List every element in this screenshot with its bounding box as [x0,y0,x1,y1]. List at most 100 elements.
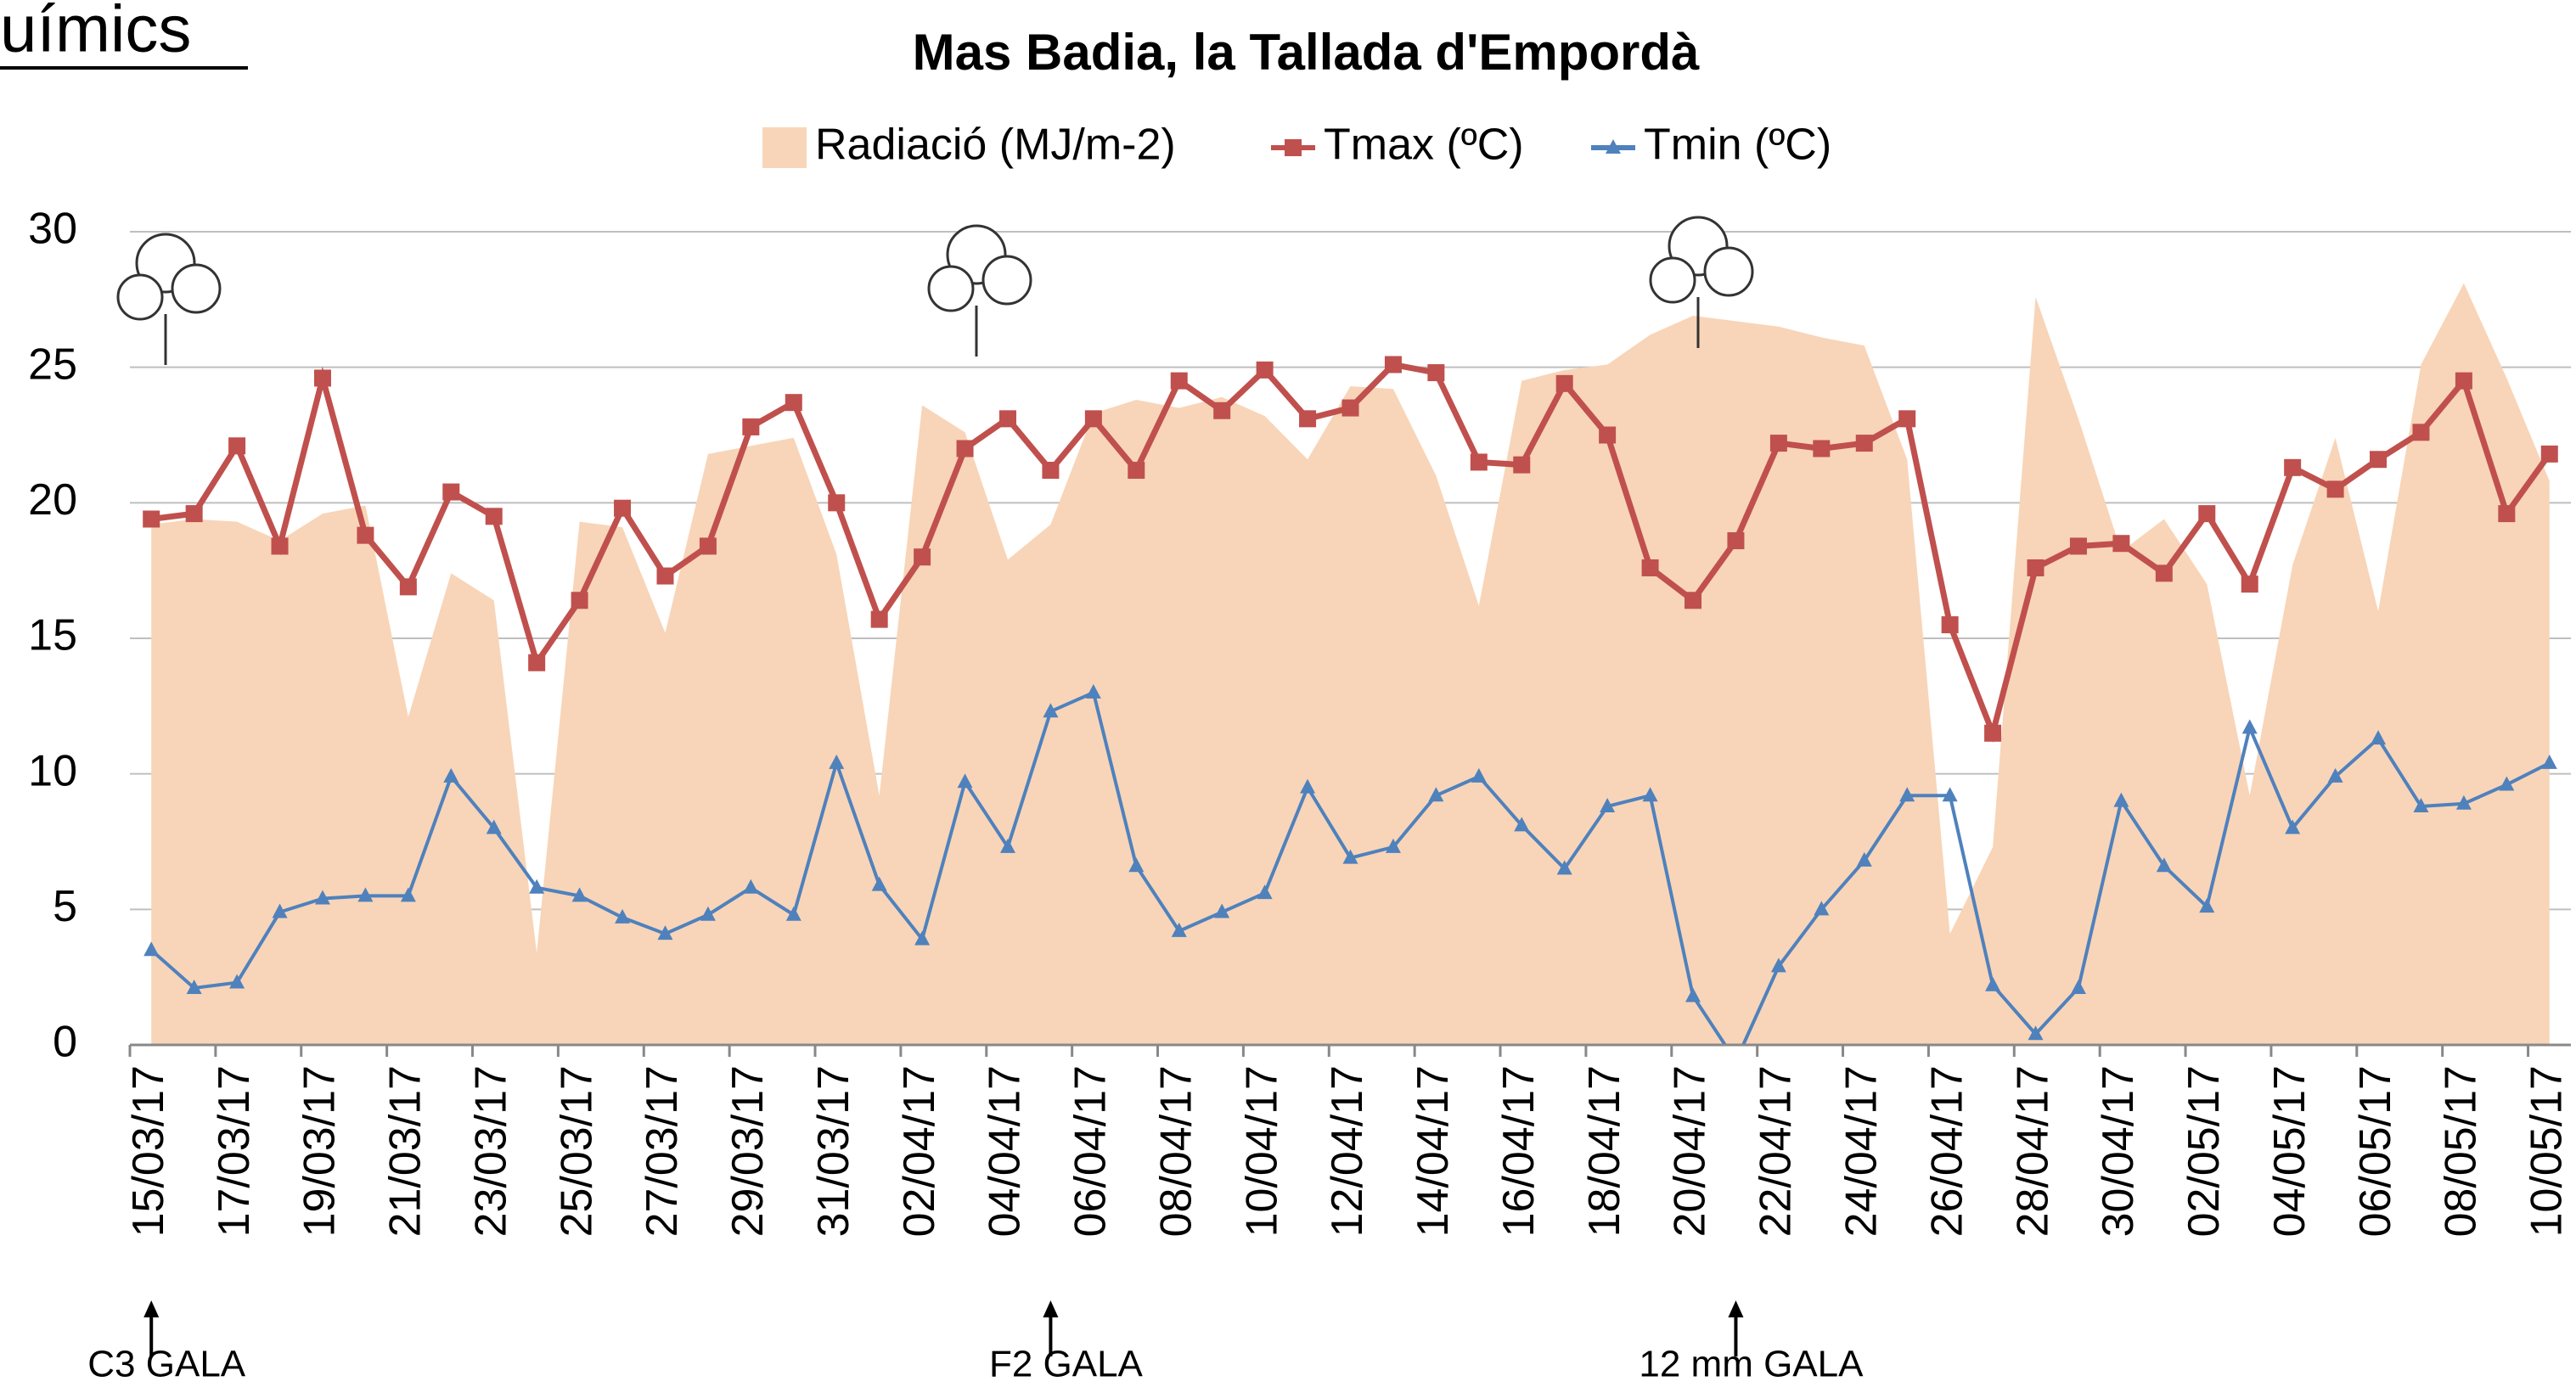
point-marker [2242,719,2258,733]
x-tick-label: 17/03/17 [210,1065,259,1237]
x-tick-label: 10/04/17 [1237,1065,1286,1237]
point-marker [1556,375,1573,392]
x-tick-label: 08/05/17 [2437,1065,2486,1237]
x-tick-label: 21/03/17 [381,1065,430,1237]
x-tick-label: 26/04/17 [1922,1065,1971,1237]
x-tick-label: 23/03/17 [466,1065,515,1237]
chart-title: Mas Badia, la Tallada d'Empordà [913,24,1700,81]
point-marker [1385,356,1402,373]
x-tick-label: 30/04/17 [2094,1065,2143,1237]
x-tick-label: 29/03/17 [723,1065,773,1237]
icon-part [118,275,162,319]
point-marker [1471,453,1488,470]
y-tick-label: 25 [28,340,77,389]
legend-label: Radiació (MJ/m-2) [815,121,1176,170]
point-marker [828,494,845,511]
point-marker [2241,576,2258,592]
point-marker [143,510,160,527]
point-marker [2412,424,2429,441]
point-marker [186,505,203,522]
point-marker [1342,400,1359,417]
x-tick-label: 15/03/17 [124,1065,173,1237]
point-marker [1942,616,1959,633]
x-tick-label: 24/04/17 [1836,1065,1886,1237]
point-marker [442,484,459,501]
point-marker [914,548,931,565]
y-tick-label: 10 [28,746,77,795]
page: uímics Mas Badia, la Tallada d'Empordà 0… [0,0,2576,1387]
x-tick-label: 16/04/17 [1494,1065,1544,1237]
x-tick-label: 12/04/17 [1323,1065,1372,1237]
point-marker [1813,440,1830,457]
icon-part [1705,248,1752,295]
point-marker [2284,459,2301,476]
point-marker [1984,725,2001,742]
point-marker [314,369,331,386]
point-marker [1042,462,1059,479]
legend-label: Tmin (ºC) [1644,121,1831,170]
x-tick-label: 04/04/17 [981,1065,1030,1237]
point-marker [2112,535,2129,552]
point-marker [1856,435,1873,452]
x-tick-label: 28/04/17 [2008,1065,2057,1237]
annotation-arrowhead [143,1300,159,1317]
x-tick-label: 10/05/17 [2523,1065,2572,1237]
point-marker [1898,410,1915,427]
legend-swatch [762,127,807,168]
point-marker [785,394,802,411]
point-marker [2070,537,2087,554]
point-marker [2370,451,2387,468]
x-tick-label: 02/05/17 [2179,1065,2229,1237]
icon-part [172,265,220,312]
point-marker [614,500,631,517]
point-marker [2156,564,2173,581]
icon-part [1651,258,1695,302]
x-tick-label: 25/03/17 [552,1065,601,1237]
point-marker [357,527,374,544]
point-marker [1727,532,1744,549]
point-marker [1257,362,1274,379]
point-marker [2498,505,2515,522]
y-tick-label: 20 [28,475,77,525]
point-marker [2028,559,2044,576]
point-marker [2327,480,2344,497]
point-marker [1171,373,1188,390]
x-tick-label: 20/04/17 [1666,1065,1715,1237]
point-marker [700,537,717,554]
point-marker [528,654,545,671]
annotation-arrowhead [1043,1300,1058,1317]
point-marker [1513,457,1530,474]
phenology-icon [929,226,1031,357]
phenology-icon [118,234,220,365]
point-marker [1770,435,1787,452]
point-marker [486,508,503,525]
x-tick-label: 31/03/17 [809,1065,858,1237]
x-tick-label: 08/04/17 [1151,1065,1201,1237]
point-marker [742,418,759,435]
point-marker [571,592,588,609]
point-marker [1642,559,1659,576]
point-marker [656,568,673,585]
point-marker [272,537,289,554]
point-marker [1128,462,1145,479]
point-marker [1728,1053,1743,1067]
x-tick-label: 06/04/17 [1066,1065,1116,1237]
x-tick-label: 27/03/17 [638,1065,687,1237]
point-marker [871,611,888,628]
radiation-area [151,284,2550,1045]
annotation: C3 GALA [87,1344,246,1385]
x-tick-label: 22/04/17 [1752,1065,1801,1237]
point-marker [2541,446,2558,463]
icon-part [983,256,1031,304]
annotation: F2 GALA [989,1344,1144,1385]
x-tick-label: 04/05/17 [2265,1065,2314,1237]
chart: uímics Mas Badia, la Tallada d'Empordà 0… [0,0,2576,1387]
point-marker [1299,410,1316,427]
plot-area [143,284,2558,1067]
point-marker [1085,410,1102,427]
point-marker [1599,427,1616,444]
point-marker [2198,505,2215,522]
annotation: 12 mm GALA [1639,1344,1864,1385]
x-tick-label: 18/04/17 [1580,1065,1629,1237]
point-marker [1685,592,1701,609]
